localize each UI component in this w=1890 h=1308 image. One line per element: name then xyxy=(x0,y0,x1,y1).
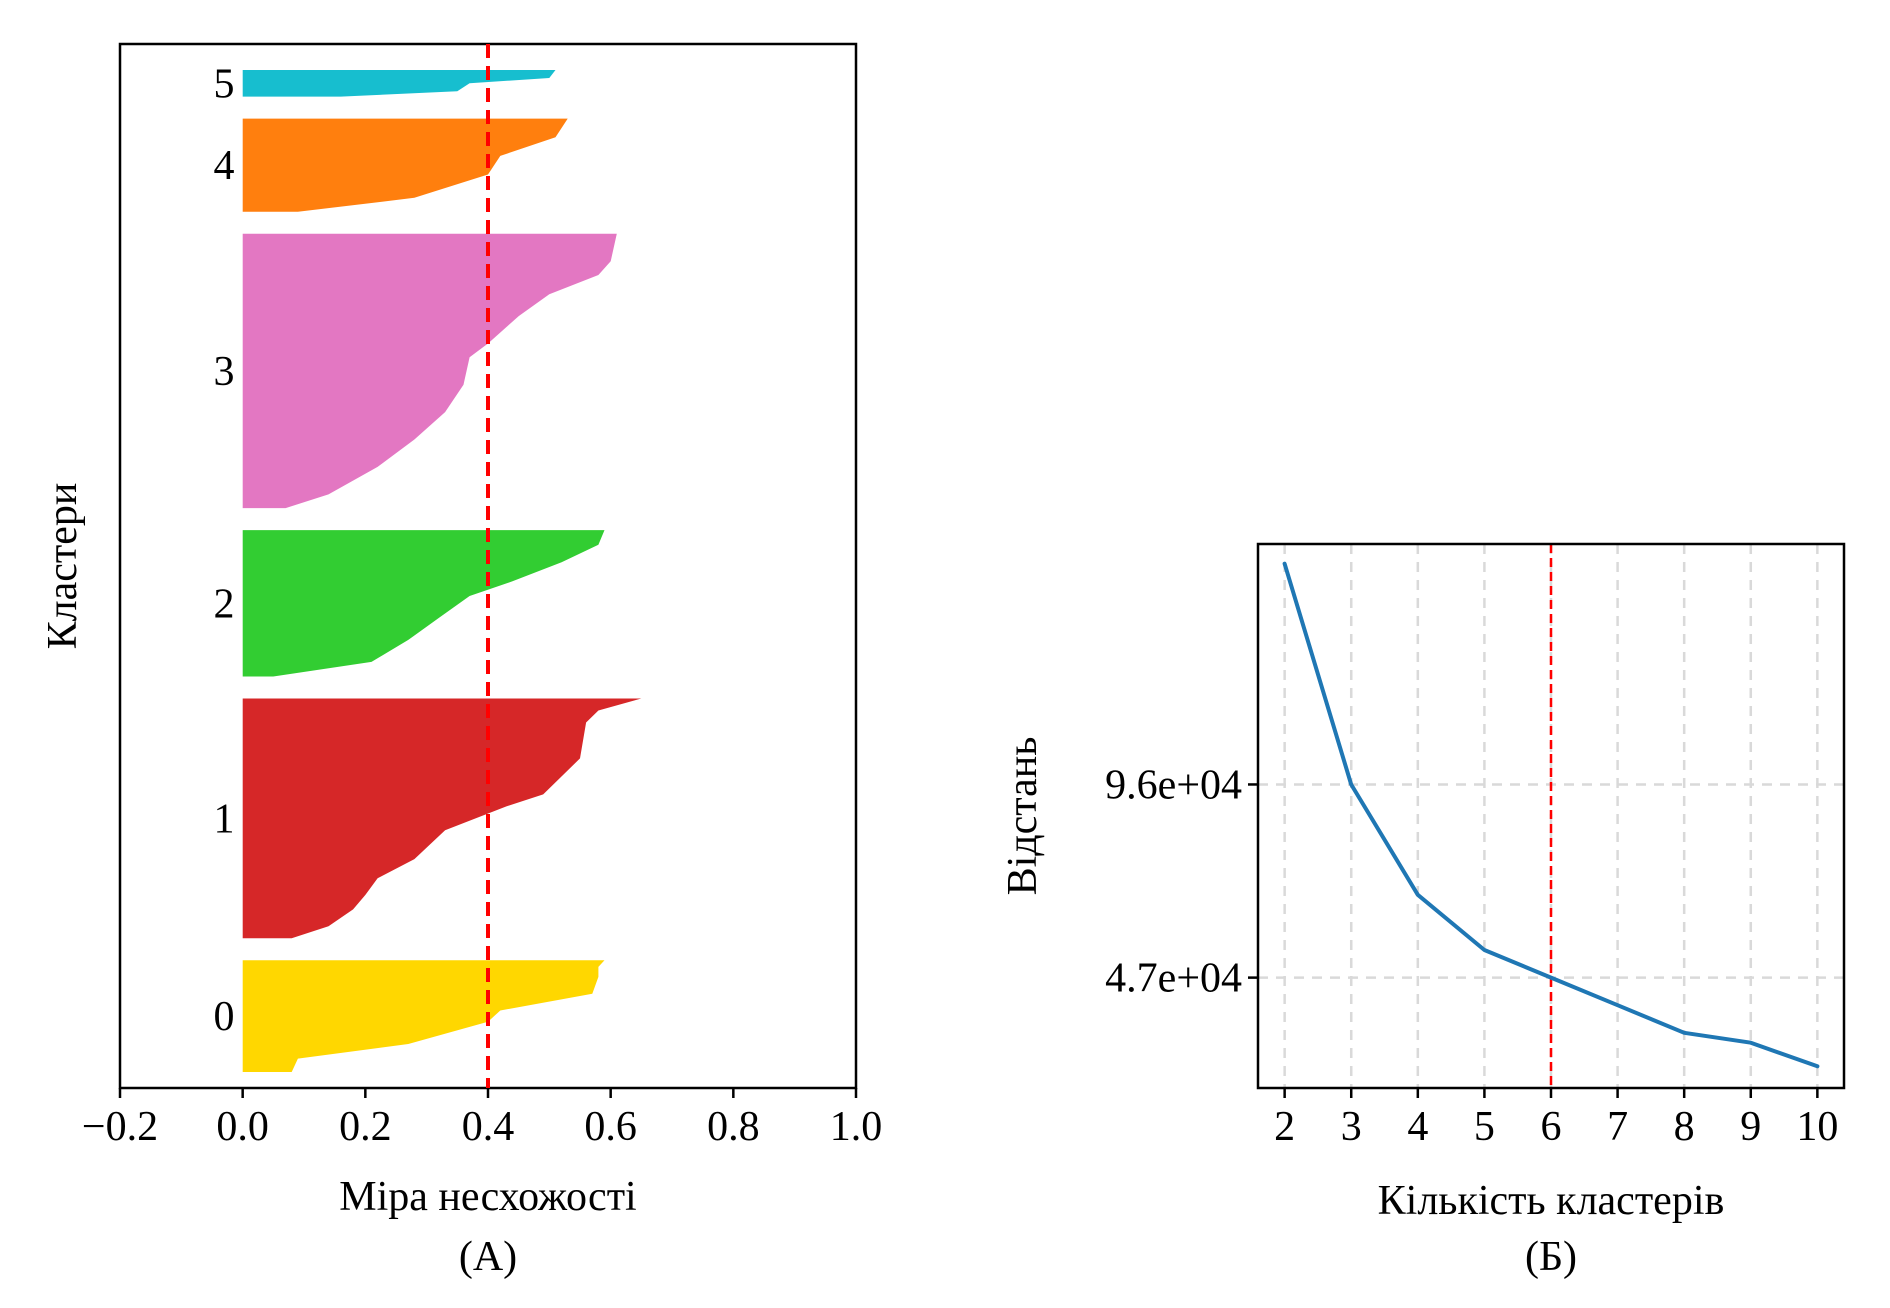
elbow-x-tick-label: 10 xyxy=(1796,1104,1838,1150)
elbow-x-tick-label: 3 xyxy=(1341,1104,1362,1150)
cluster-label-5: 5 xyxy=(214,61,235,107)
silhouette-x-axis-label: Міра несхожості xyxy=(339,1174,636,1220)
elbow-y-tick-label: 9.6e+04 xyxy=(1105,762,1242,808)
silhouette-cluster-3 xyxy=(242,233,617,509)
silhouette-panel: 0 1 2 3 4 5 −0.2 0.0 0.2 0.4 0.6 0.8 1.0 Міра несхо… xyxy=(40,42,882,1280)
elbow-y-tick-label: 4.7e+04 xyxy=(1105,956,1242,1002)
silhouette-x-tick-label: 0.4 xyxy=(462,1104,515,1150)
elbow-x-tick-label: 9 xyxy=(1740,1104,1761,1150)
cluster-label-1: 1 xyxy=(214,796,235,842)
elbow-x-tick-label: 8 xyxy=(1674,1104,1695,1150)
elbow-x-tick-label: 4 xyxy=(1407,1104,1428,1150)
panel-a-caption: (А) xyxy=(459,1234,517,1280)
cluster-label-3: 3 xyxy=(214,349,235,395)
silhouette-x-tick-label: 0.8 xyxy=(707,1104,760,1150)
silhouette-x-tick-label: 0.0 xyxy=(216,1104,269,1150)
elbow-series-line xyxy=(1282,561,1820,1069)
silhouette-cluster-2 xyxy=(242,530,605,677)
cluster-label-4: 4 xyxy=(214,143,235,189)
elbow-y-axis-label: Відстань xyxy=(1000,737,1046,896)
silhouette-x-tick-label: −0.2 xyxy=(82,1104,158,1150)
silhouette-x-ticks: −0.2 0.0 0.2 0.4 0.6 0.8 1.0 xyxy=(82,1088,882,1150)
elbow-x-axis-label: Кількість кластерів xyxy=(1378,1178,1725,1224)
cluster-label-0: 0 xyxy=(214,994,235,1040)
panel-b-caption: (Б) xyxy=(1525,1234,1577,1280)
elbow-x-tick-label: 6 xyxy=(1541,1104,1562,1150)
silhouette-cluster-4 xyxy=(242,118,568,212)
elbow-y-ticks: 4.7e+04 9.6e+04 xyxy=(1105,762,1258,1002)
silhouette-y-axis-label: Кластери xyxy=(40,483,86,650)
cluster-label-2: 2 xyxy=(214,581,235,627)
elbow-panel: 2 3 4 5 6 7 8 9 10 4.7e+04 9.6e+04 Кількість клас… xyxy=(1000,542,1846,1280)
silhouette-cluster-1 xyxy=(242,698,642,939)
silhouette-cluster-0 xyxy=(242,960,605,1072)
silhouette-cluster-5 xyxy=(242,70,556,97)
silhouette-x-tick-label: 0.6 xyxy=(584,1104,637,1150)
silhouette-clusters: 0 1 2 3 4 5 xyxy=(214,61,642,1072)
elbow-x-tick-label: 2 xyxy=(1274,1104,1295,1150)
elbow-x-tick-label: 7 xyxy=(1607,1104,1628,1150)
elbow-x-ticks: 2 3 4 5 6 7 8 9 10 xyxy=(1274,1088,1838,1150)
elbow-x-tick-label: 5 xyxy=(1474,1104,1495,1150)
silhouette-x-tick-label: 1.0 xyxy=(830,1104,883,1150)
silhouette-x-tick-label: 0.2 xyxy=(339,1104,392,1150)
